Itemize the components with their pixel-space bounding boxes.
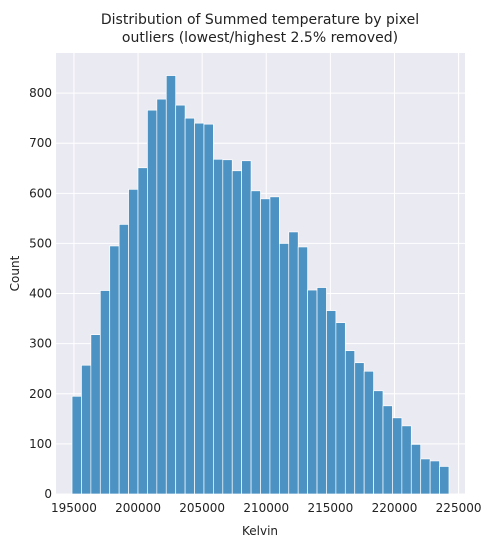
histogram-bar — [194, 122, 205, 495]
histogram-bar — [241, 160, 252, 495]
y-tick-label: 800 — [29, 86, 52, 100]
x-tick-label: 195000 — [51, 501, 97, 515]
histogram-bar — [420, 458, 431, 495]
histogram-bar — [213, 158, 224, 495]
y-tick-label: 300 — [29, 337, 52, 351]
histogram-bar — [250, 190, 261, 495]
histogram-bar — [363, 370, 374, 495]
x-tick-label: 210000 — [243, 501, 289, 515]
y-tick-label: 200 — [29, 387, 52, 401]
histogram-bar — [288, 231, 299, 495]
histogram-bar — [156, 98, 167, 495]
y-tick-label: 0 — [44, 487, 52, 501]
histogram-bar — [335, 322, 346, 495]
histogram-bar — [184, 117, 195, 495]
histogram-bar — [231, 170, 243, 495]
y-tick-label: 400 — [29, 287, 52, 301]
histogram-bar — [382, 405, 393, 495]
histogram-bar — [392, 417, 403, 495]
chart-title-line-2: outliers (lowest/highest 2.5% removed) — [122, 30, 398, 46]
histogram-bar — [71, 395, 82, 495]
histogram-bar — [222, 159, 233, 495]
histogram-bar — [81, 364, 92, 495]
x-tick-label: 220000 — [372, 501, 418, 515]
histogram-bar — [354, 362, 365, 495]
y-axis-label: Count — [8, 255, 22, 291]
histogram-bar — [165, 75, 177, 495]
histogram-bar — [429, 460, 440, 495]
histogram-bar — [99, 290, 111, 495]
x-tick-label: 200000 — [115, 501, 161, 515]
x-axis-label: Kelvin — [242, 524, 278, 538]
histogram-bar — [410, 444, 422, 495]
histogram-bar — [109, 245, 120, 495]
histogram-bar — [269, 196, 280, 495]
histogram-bar — [128, 188, 139, 495]
histogram-bar — [344, 350, 356, 495]
tick-labels: 195000 200000 205000 210000 215000 220000 2250… — [29, 86, 481, 515]
histogram-bar — [147, 109, 158, 495]
histogram-bar — [401, 425, 412, 495]
histogram-bar — [316, 287, 327, 495]
histogram-bar — [439, 466, 450, 495]
histogram-bar — [373, 390, 384, 495]
y-tick-label: 700 — [29, 136, 52, 150]
histogram-bar — [326, 310, 337, 495]
histogram-bar — [175, 104, 186, 495]
y-tick-label: 500 — [29, 236, 52, 250]
histogram-bar — [90, 334, 101, 495]
x-tick-label: 215000 — [307, 501, 353, 515]
chart-title-line-1: Distribution of Summed temperature by pi… — [101, 12, 419, 28]
histogram-bar — [260, 198, 271, 495]
bars — [71, 75, 450, 495]
histogram-bar — [297, 246, 308, 495]
y-tick-label: 600 — [29, 186, 52, 200]
histogram-bar — [118, 224, 129, 495]
histogram-bar — [203, 123, 214, 495]
histogram-bar — [278, 243, 290, 495]
histogram-bar — [307, 289, 318, 495]
histogram-bar — [137, 167, 148, 495]
x-tick-label: 225000 — [436, 501, 482, 515]
y-tick-label: 100 — [29, 437, 52, 451]
x-tick-label: 205000 — [179, 501, 225, 515]
